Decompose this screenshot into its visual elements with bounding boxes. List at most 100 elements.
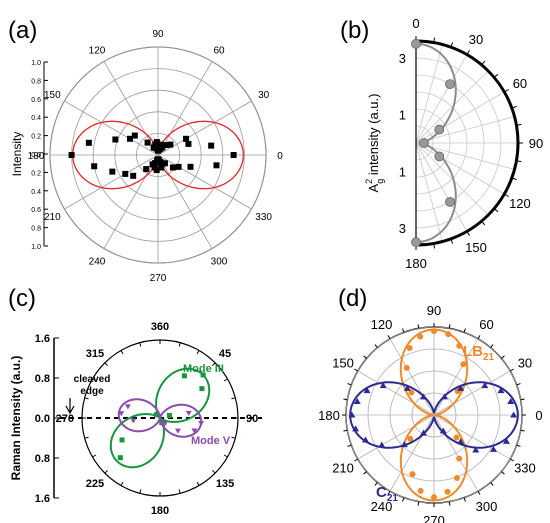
grid-spoke <box>415 142 443 242</box>
radial-tick-label: 3 <box>399 221 406 236</box>
angle-tick-label: 30 <box>518 356 532 371</box>
angle-tick-label: 120 <box>509 196 531 211</box>
grid-spoke <box>389 338 435 416</box>
series-label-c21: C21 <box>376 484 398 504</box>
angle-tick-mark <box>501 471 505 475</box>
angle-tick-label: 240 <box>371 499 393 514</box>
series-label-mode-iii: Mode III <box>183 363 224 375</box>
angle-tick-label: 180 <box>151 505 169 517</box>
annotation-line-2: edge <box>80 386 104 397</box>
grid-spoke <box>157 100 252 156</box>
angle-tick-label: 0 <box>277 151 283 162</box>
data-point <box>157 141 164 148</box>
data-point <box>91 163 98 170</box>
data-point <box>502 437 510 444</box>
y-axis-label-rest: intensity (a.u.) <box>366 94 381 179</box>
angle-tick-label: 150 <box>332 356 354 371</box>
data-point <box>153 167 160 174</box>
grid-spoke <box>415 91 505 144</box>
data-point <box>181 373 187 379</box>
data-point <box>119 437 125 443</box>
angle-tick-mark <box>374 344 378 348</box>
data-point <box>456 455 463 462</box>
data-point <box>126 135 133 142</box>
angle-tick-mark <box>343 429 348 432</box>
series-label-lb21: LB21 <box>463 343 495 363</box>
radial-tick-label: 1.0 <box>31 244 41 251</box>
grid-spoke <box>157 154 252 210</box>
data-point <box>353 397 361 404</box>
angle-tick-label: 150 <box>465 240 487 255</box>
angle-tick-mark <box>490 482 494 486</box>
angle-tick-mark <box>433 243 436 249</box>
angle-tick-mark <box>516 444 521 447</box>
angle-tick-mark <box>504 89 509 93</box>
radial-tick-label: 0.2 <box>31 170 41 177</box>
grid-spoke <box>157 154 213 249</box>
data-point <box>497 387 505 394</box>
angle-tick-mark <box>92 454 97 458</box>
series-label-c21-main: C <box>376 484 387 501</box>
data-point <box>453 475 460 482</box>
angle-tick-mark <box>493 73 499 78</box>
data-point <box>403 384 411 391</box>
angle-tick-mark <box>520 429 525 432</box>
data-point <box>117 455 123 461</box>
data-point <box>409 471 416 478</box>
data-point <box>144 139 151 146</box>
grid-spoke <box>357 370 435 416</box>
panel-b-polar-chart: 0 30 60 90 120 150 180 3 1 1 3 A2g intensity (a.u.) <box>364 16 543 271</box>
panel-label-d: (d) <box>338 285 367 312</box>
data-point <box>419 138 429 148</box>
grid-spoke <box>433 414 479 492</box>
angle-tick-label: 210 <box>332 461 354 476</box>
data-point <box>183 135 190 142</box>
angle-tick-mark <box>490 344 494 348</box>
data-point <box>457 438 465 445</box>
angle-tick-label: 0 <box>535 408 542 423</box>
data-point <box>199 386 205 392</box>
data-point <box>198 421 205 427</box>
angle-tick-mark <box>481 220 486 226</box>
angle-tick-label: 315 <box>86 348 104 360</box>
data-point <box>363 387 371 394</box>
grid-spoke <box>64 100 159 156</box>
angle-tick-mark <box>84 397 89 400</box>
data-point <box>174 428 181 434</box>
angle-tick-mark <box>481 60 486 66</box>
angle-tick-label: 330 <box>255 212 272 223</box>
y-axis-label-sub: g <box>375 179 385 184</box>
angle-tick-mark <box>516 123 522 126</box>
series-label-lb21-sub: 21 <box>483 352 495 363</box>
grid-spoke <box>415 70 489 144</box>
angle-tick-label: 60 <box>479 317 493 332</box>
angle-tick-mark <box>504 193 509 197</box>
angle-tick-mark <box>139 342 142 347</box>
data-point <box>213 162 220 169</box>
data-point <box>230 152 237 158</box>
angle-tick-mark <box>104 362 109 367</box>
data-point <box>507 397 515 404</box>
angle-tick-mark <box>231 436 236 439</box>
data-point <box>158 164 165 171</box>
grid-spoke <box>415 54 468 144</box>
angle-tick-label: 330 <box>514 461 536 476</box>
y-axis-label: A2g intensity (a.u.) <box>364 94 385 193</box>
data-point <box>406 345 413 352</box>
angle-tick-mark <box>509 458 514 462</box>
y-axis-label-main: A <box>366 183 381 192</box>
data-point <box>166 412 172 418</box>
radial-tick-label: 0.8 <box>31 226 41 233</box>
angle-tick-label: 90 <box>152 29 164 40</box>
data-point <box>411 38 421 49</box>
radial-tick-label: 0.2 <box>31 134 41 141</box>
data-point <box>187 163 194 170</box>
data-point <box>169 164 176 171</box>
grid-spoke <box>357 414 435 460</box>
angle-tick-label: 135 <box>216 478 234 490</box>
y-axis-label: Raman Intensity (a.u.) <box>9 356 23 481</box>
angle-tick-label: 90 <box>427 303 441 318</box>
angle-tick-mark <box>520 398 525 401</box>
angle-tick-mark <box>450 238 454 244</box>
angle-tick-mark <box>347 444 352 447</box>
